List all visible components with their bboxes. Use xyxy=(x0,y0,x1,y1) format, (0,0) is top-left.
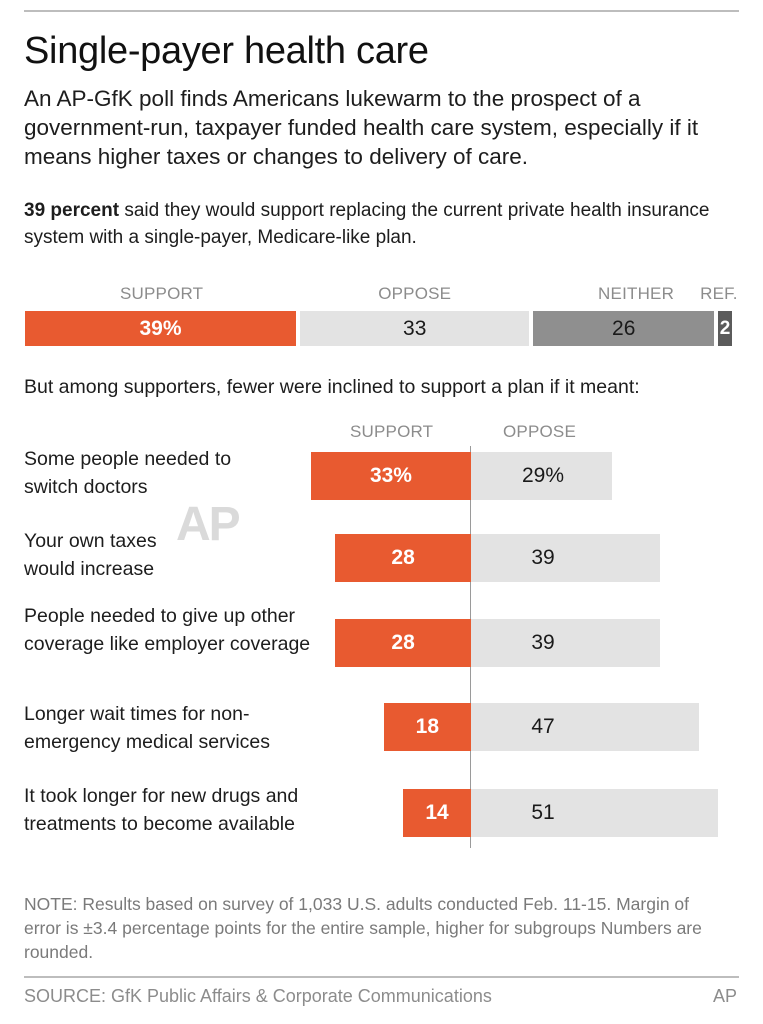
chart-subtitle: An AP-GfK poll finds Americans lukewarm … xyxy=(24,86,699,169)
support-bar: 14 xyxy=(403,789,471,837)
chart-title: Single-payer health care xyxy=(24,30,429,72)
ap-watermark: AP xyxy=(176,498,241,551)
overall-oppose-header: OPPOSE xyxy=(378,284,452,303)
oppose-value-label: 39 xyxy=(531,546,555,569)
lead-text: 39 percent said they would support repla… xyxy=(24,197,744,251)
overall-oppose-bar: 33 xyxy=(300,311,530,346)
oppose-value-label: 51 xyxy=(531,801,555,824)
row-label: It took longer for new drugs and treatme… xyxy=(24,785,299,835)
credit-text: AP xyxy=(712,986,737,1006)
support-bar: 33% xyxy=(310,452,471,500)
oppose-bar: 29% xyxy=(471,452,612,500)
oppose-bar: 39 xyxy=(471,619,661,667)
support-bar: 18 xyxy=(383,703,471,751)
overall-neither-header: NEITHER xyxy=(598,284,675,303)
lead-rest: said they would support replacing the cu… xyxy=(24,200,710,248)
oppose-value-label: 29% xyxy=(521,464,565,487)
oppose-bar: 39 xyxy=(471,534,661,582)
overall-refused-bar: 2 xyxy=(718,311,732,346)
note-text: NOTE: Results based on survey of 1,033 U… xyxy=(24,894,702,962)
oppose-bar: 47 xyxy=(471,703,699,751)
row-label: Some people needed to switch doctors xyxy=(24,448,232,498)
oppose-value-label: 39 xyxy=(531,631,555,654)
oppose-bar: 51 xyxy=(471,789,719,837)
oppose-value-label: 47 xyxy=(531,715,555,738)
middle-text: But among supporters, fewer were incline… xyxy=(24,376,640,398)
support-bar: 28 xyxy=(335,534,471,582)
overall-neither-bar: 26 xyxy=(533,311,715,346)
lead-bold: 39 percent xyxy=(24,200,120,221)
overall-support-header: SUPPORT xyxy=(120,284,204,303)
top-rule xyxy=(24,10,739,12)
row-label: Your own taxes would increase xyxy=(24,530,157,580)
row-label: Longer wait times for non-emergency medi… xyxy=(24,703,271,753)
support-bar: 28 xyxy=(335,619,471,667)
row-label: People needed to give up other coverage … xyxy=(24,605,311,655)
overall-refused-header: REF. xyxy=(700,284,738,303)
bottom-rule xyxy=(24,976,739,978)
source-text: SOURCE: GfK Public Affairs & Corporate C… xyxy=(24,986,492,1006)
overall-support-bar: 39% xyxy=(25,311,297,346)
oppose-column-header: OPPOSE xyxy=(503,422,577,441)
support-column-header: SUPPORT xyxy=(350,422,434,441)
